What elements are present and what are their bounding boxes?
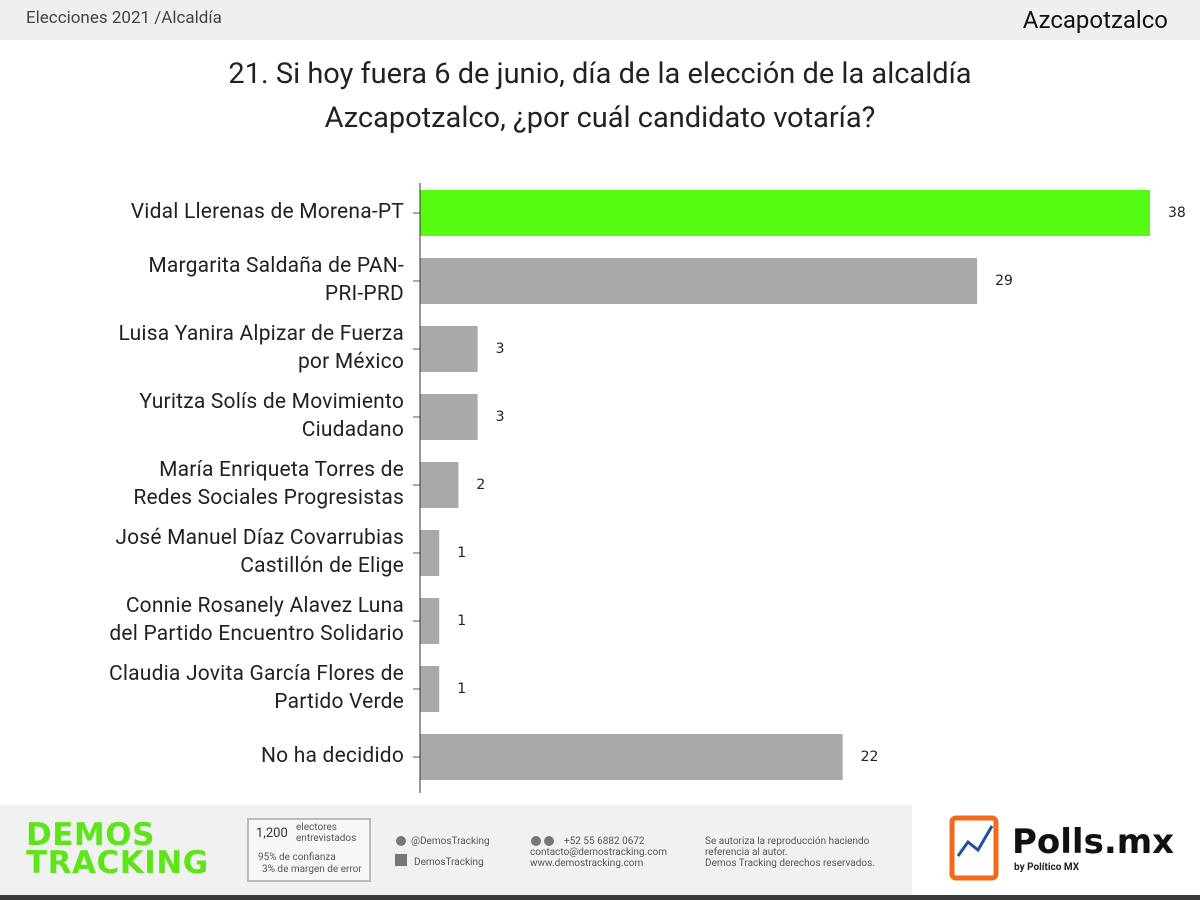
facebook: DemosTracking bbox=[414, 857, 484, 868]
value-label: 1 bbox=[457, 545, 466, 561]
brand-icon bbox=[949, 815, 999, 881]
margin: 3% de margen de error bbox=[262, 864, 362, 875]
category-label: Yuritza Solís de Movimiento Ciudadano bbox=[139, 390, 404, 442]
bar bbox=[420, 462, 459, 508]
bottom-line bbox=[0, 895, 1200, 900]
brand-icon-line bbox=[956, 825, 994, 857]
sample-label: electores entrevistados bbox=[296, 822, 357, 844]
chart-title: 21. Si hoy fuera 6 de junio, día de la e… bbox=[228, 57, 972, 135]
value-label: 29 bbox=[995, 273, 1013, 289]
bar bbox=[420, 666, 440, 712]
logo-top: DEMOS bbox=[26, 817, 155, 853]
social-icons bbox=[395, 836, 407, 866]
breadcrumb: Elecciones 2021 /Alcaldía bbox=[26, 8, 222, 28]
category-label: Claudia Jovita García Flores de Partido … bbox=[109, 662, 404, 714]
contact-icons bbox=[531, 836, 554, 846]
bar bbox=[420, 326, 478, 372]
brand-by: by Político MX bbox=[1014, 862, 1080, 873]
twitter: @DemosTracking bbox=[411, 836, 490, 847]
whatsapp-icon bbox=[531, 836, 541, 846]
rights-1: Se autoriza la reproducción haciendo ref… bbox=[705, 836, 870, 858]
category-label: Connie Rosanely Alavez Luna del Partido … bbox=[109, 594, 404, 646]
bar bbox=[420, 734, 843, 780]
bar bbox=[420, 258, 978, 304]
value-label: 3 bbox=[496, 341, 505, 357]
place: Azcapotzalco bbox=[1022, 6, 1168, 34]
telegram-icon bbox=[544, 836, 554, 846]
confidence: 95% de confianza bbox=[258, 852, 336, 863]
phone: +52 55 6882 0672 bbox=[564, 836, 645, 847]
footer bbox=[0, 805, 912, 895]
top-bar bbox=[0, 0, 1200, 40]
web: www.demostracking.com bbox=[530, 858, 644, 869]
category-label: No ha decidido bbox=[260, 744, 404, 768]
sample-box bbox=[247, 818, 371, 882]
category-label: Vidal Llerenas de Morena-PT bbox=[130, 200, 404, 224]
chart: 38 29 3 3 2 1 1 1 22 bbox=[413, 183, 1186, 793]
bar bbox=[420, 530, 440, 576]
value-label: 22 bbox=[861, 749, 879, 765]
bar bbox=[420, 190, 1150, 236]
value-label: 1 bbox=[457, 681, 466, 697]
rights-2: Demos Tracking derechos reservados. bbox=[705, 858, 875, 869]
category-label: José Manuel Díaz Covarrubias Castillón d… bbox=[115, 526, 404, 578]
brand: Polls.mx bbox=[1012, 822, 1175, 862]
logo-bottom: TRACKING bbox=[26, 845, 209, 881]
category-label: María Enriqueta Torres de Redes Sociales… bbox=[133, 458, 404, 510]
category-label: Margarita Saldaña de PAN- PRI-PRD bbox=[148, 254, 404, 306]
bar bbox=[420, 394, 478, 440]
facebook-icon bbox=[395, 854, 407, 866]
twitter-icon bbox=[396, 836, 406, 846]
brand-icon-frame bbox=[949, 815, 999, 881]
value-label: 38 bbox=[1168, 205, 1186, 221]
value-label: 3 bbox=[496, 409, 505, 425]
value-label: 2 bbox=[476, 477, 485, 493]
value-label: 1 bbox=[457, 613, 466, 629]
category-label: Luisa Yanira Alpizar de Fuerza por Méxic… bbox=[118, 322, 404, 374]
sample-size: 1,200 bbox=[256, 826, 288, 841]
bar bbox=[420, 598, 440, 644]
email: contacto@demostracking.com bbox=[530, 847, 667, 858]
